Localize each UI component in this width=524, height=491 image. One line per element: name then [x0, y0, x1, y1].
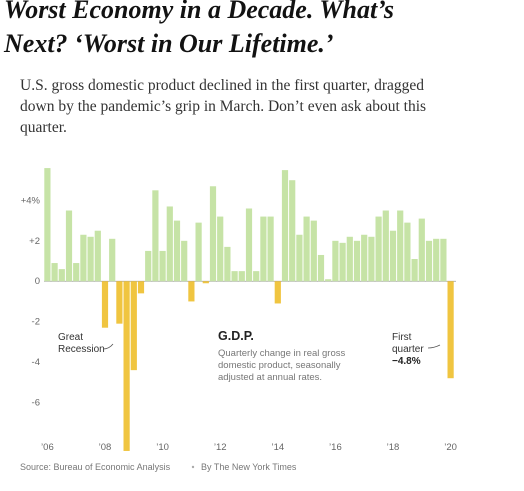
bar [166, 206, 173, 282]
bar [245, 208, 253, 282]
bar [231, 271, 238, 282]
x-tick-label: ’20 [444, 442, 457, 453]
bar [94, 230, 101, 282]
bar [253, 271, 260, 282]
bar [440, 238, 447, 282]
y-tick-label: -2 [32, 317, 40, 328]
bar [44, 168, 51, 282]
bar [339, 242, 346, 282]
summary: down by the pandemic’s grip in March. Do… [20, 98, 426, 115]
bar [368, 236, 375, 282]
credit: By The New York Times [201, 462, 297, 472]
bar [447, 281, 454, 379]
bar [411, 259, 418, 282]
y-tick-label: +4% [21, 195, 41, 206]
bar [137, 281, 145, 294]
annotation: First [392, 332, 412, 343]
separator [191, 465, 195, 469]
bar [289, 180, 296, 282]
bar [159, 250, 166, 282]
bar [217, 216, 224, 282]
chart-subtitle: Quarterly change in real gross [218, 348, 346, 359]
bar [195, 222, 202, 282]
bar [202, 281, 209, 284]
bar [404, 222, 411, 282]
bar [346, 236, 353, 282]
bar [130, 281, 137, 371]
bar [303, 216, 310, 282]
bar [109, 238, 116, 282]
y-tick-label: +2 [29, 236, 40, 247]
bar [375, 216, 382, 282]
annotation: Great [58, 332, 83, 343]
bar [173, 220, 181, 282]
annotation: Recession [58, 344, 105, 355]
bar [51, 263, 58, 282]
bar [80, 234, 87, 282]
bar [418, 218, 425, 282]
x-tick-label: ’12 [214, 442, 227, 453]
x-tick-label: ’14 [271, 442, 284, 453]
bar [267, 216, 274, 282]
bar [361, 234, 368, 282]
bar [353, 240, 361, 282]
chart-subtitle: domestic product, seasonally [218, 360, 341, 371]
source: Source: Bureau of Economic Analysis [20, 462, 171, 472]
bar [224, 246, 231, 282]
bar [325, 279, 332, 282]
bar [87, 236, 94, 282]
y-tick-label: -4 [32, 357, 40, 368]
bar [382, 210, 389, 282]
value-label: −4.8% [392, 356, 421, 367]
x-tick-label: ’06 [41, 442, 54, 453]
bar [397, 210, 404, 282]
bar [281, 170, 289, 282]
bar [65, 210, 73, 282]
y-tick-label: 0 [35, 276, 40, 287]
bar [296, 234, 303, 282]
bar [101, 281, 109, 328]
bar [145, 250, 152, 282]
annotation: quarter [392, 344, 424, 355]
bar [310, 220, 317, 282]
bar [433, 238, 440, 282]
bar [209, 186, 217, 282]
summary: U.S. gross domestic product declined in … [20, 77, 424, 94]
x-tick-label: ’08 [99, 442, 112, 453]
bar [73, 263, 80, 282]
x-tick-label: ’18 [387, 442, 400, 453]
x-tick-label: ’10 [156, 442, 169, 453]
bar [332, 240, 339, 282]
y-tick-label: -6 [32, 397, 40, 408]
bar [116, 281, 123, 324]
chart-subtitle: adjusted at annual rates. [218, 372, 322, 383]
bar [123, 281, 130, 451]
bar [181, 240, 188, 282]
bar [58, 269, 65, 282]
bar [188, 281, 195, 302]
annotation-arrow [102, 343, 114, 350]
headline: Worst Economy in a Decade. What’s [4, 0, 394, 24]
summary: quarter. [20, 119, 67, 136]
bar [389, 230, 397, 282]
bar [152, 190, 159, 282]
bar [425, 240, 433, 282]
bar [274, 281, 281, 304]
chart-title: G.D.P. [218, 329, 254, 343]
headline: Next? ‘Worst in Our Lifetime.’ [3, 29, 334, 58]
annotation-arrow [427, 344, 441, 349]
bar [260, 216, 267, 282]
bar [317, 254, 325, 282]
bar [238, 271, 245, 282]
x-tick-label: ’16 [329, 442, 342, 453]
